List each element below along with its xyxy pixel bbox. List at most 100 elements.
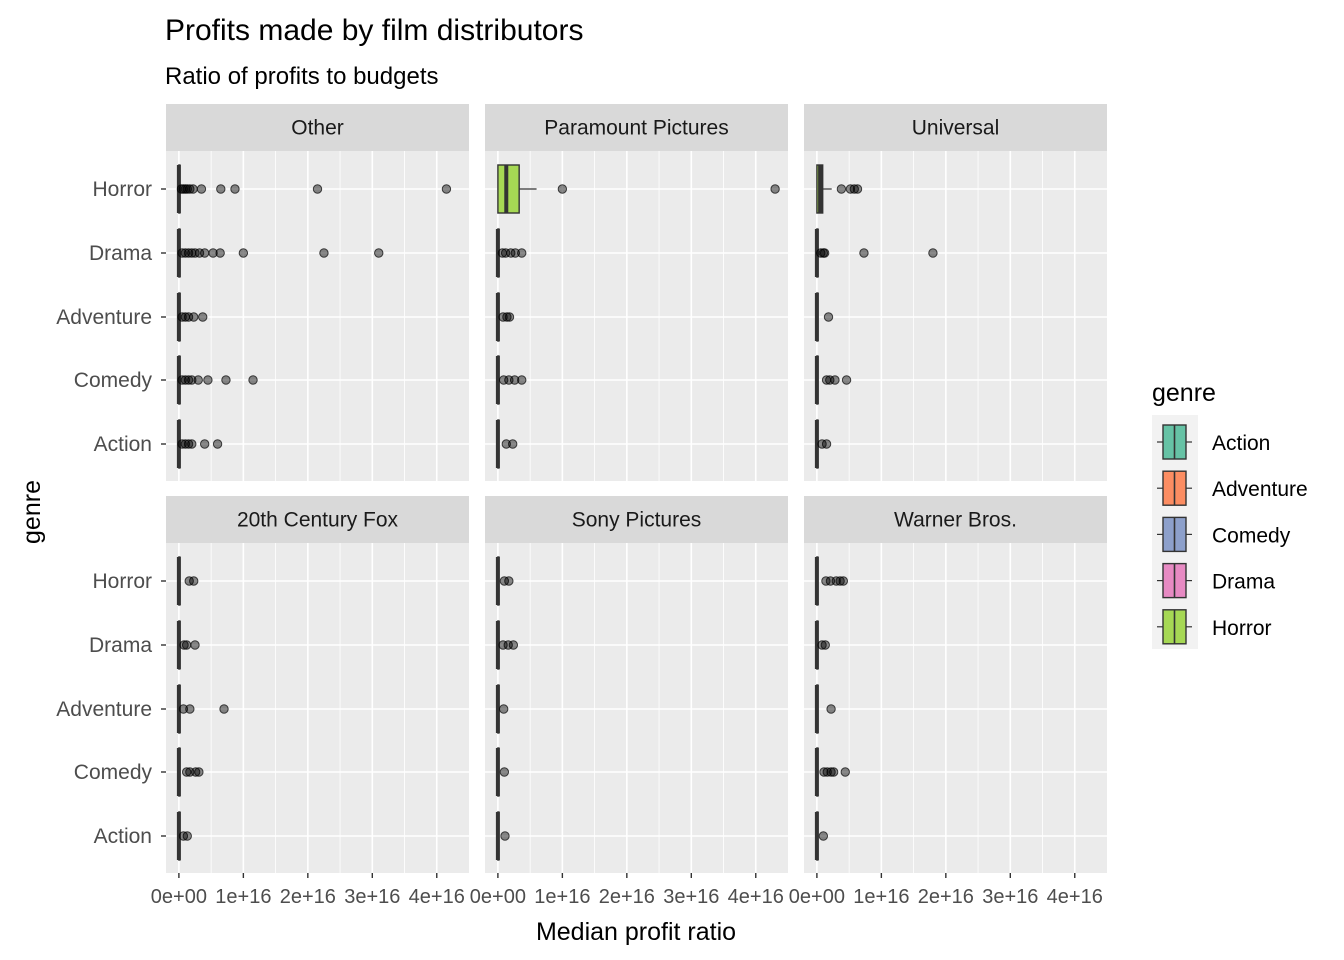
outlier-point <box>187 439 197 449</box>
outlier-point <box>180 375 191 385</box>
outlier-point <box>188 184 198 194</box>
legend-item-comedy: Comedy <box>1157 516 1291 553</box>
y-tick-label-adventure: Adventure <box>56 698 152 721</box>
boxplot-action <box>495 811 510 861</box>
boxplot-adventure <box>814 684 836 734</box>
chart-title: Profits made by film distributors <box>165 14 583 47</box>
boxplot-action <box>814 419 832 469</box>
facet-label-universal: Universal <box>912 117 1000 140</box>
outlier-point <box>199 248 210 258</box>
x-tick-label: 3e+16 <box>982 886 1038 908</box>
outlier-point <box>248 375 258 385</box>
outlier-point <box>499 767 510 777</box>
legend: genre Action Adventure Comedy Drama Horror <box>1152 379 1308 649</box>
x-tick-label: 2e+16 <box>918 886 974 908</box>
outlier-point <box>183 248 194 258</box>
x-tick-label: 1e+16 <box>215 886 271 908</box>
panel-background <box>804 151 1107 481</box>
boxplot-horror <box>176 556 199 606</box>
x-tick-label: 2e+16 <box>599 886 655 908</box>
boxplot-drama <box>495 620 519 670</box>
y-axis-title: genre <box>18 480 46 544</box>
facet-strip-20th-century-fox <box>166 496 469 543</box>
panel-background <box>485 151 788 481</box>
outlier-point <box>193 375 203 385</box>
facet-label-other: Other <box>291 117 344 140</box>
outlier-point <box>498 375 509 385</box>
x-tick-label: 4e+16 <box>728 886 784 908</box>
outlier-point <box>835 576 845 586</box>
panel-sony-pictures: Sony Pictures 0e+00 1e+16 2e+16 3e+16 4e+16 <box>470 496 788 908</box>
facet-label-warner-bros: Warner Bros. <box>894 509 1017 532</box>
outlier-point <box>190 767 201 777</box>
outlier-point <box>840 767 850 777</box>
outlier-point <box>504 576 514 586</box>
facet-label-paramount-pictures: Paramount Pictures <box>544 117 728 140</box>
outlier-point <box>374 248 384 258</box>
outlier-point <box>181 767 192 777</box>
outlier-point <box>508 439 518 449</box>
outlier-point <box>817 640 827 650</box>
boxplot-comedy <box>176 747 204 797</box>
boxplot-action <box>176 419 223 469</box>
y-tick-label-action: Action <box>94 433 152 456</box>
legend-label-adventure: Adventure <box>1212 478 1308 501</box>
outlier-point <box>501 439 511 449</box>
outlier-point <box>557 184 568 194</box>
outlier-point <box>498 704 509 714</box>
x-tick-label: 0e+00 <box>151 886 207 908</box>
outlier-point <box>238 248 249 258</box>
outlier-point <box>823 312 834 322</box>
outlier-point <box>928 248 938 258</box>
y-tick-label-horror: Horror <box>92 570 152 593</box>
outlier-point <box>830 375 840 385</box>
legend-item-adventure: Adventure <box>1157 470 1308 506</box>
panel-warner-bros: Warner Bros. 0e+00 1e+16 2e+16 3e+16 4e+16 <box>789 496 1107 908</box>
panel-background <box>485 543 788 873</box>
boxplot-action <box>814 811 829 861</box>
outlier-point <box>212 439 223 449</box>
legend-item-action: Action <box>1157 424 1270 460</box>
outlier-point <box>198 312 208 322</box>
outlier-point <box>504 312 515 322</box>
outlier-point <box>208 248 218 258</box>
outlier-point <box>185 184 195 194</box>
x-tick-label: 1e+16 <box>534 886 590 908</box>
outlier-point <box>852 184 863 194</box>
outlier-point <box>183 439 194 449</box>
boxplot-horror <box>495 556 514 606</box>
y-tick-label-horror: Horror <box>92 178 152 201</box>
x-tick-label: 1e+16 <box>853 886 909 908</box>
outlier-point <box>509 375 520 385</box>
boxplot-comedy <box>495 747 510 797</box>
boxplot-comedy <box>495 355 527 405</box>
outlier-point <box>194 248 205 258</box>
outlier-point <box>826 767 836 777</box>
outlier-point <box>820 640 830 650</box>
boxplot-comedy <box>814 355 852 405</box>
panel-background <box>166 543 469 873</box>
y-tick-label-adventure: Adventure <box>56 306 152 329</box>
outlier-point <box>503 640 513 650</box>
outlier-point <box>185 704 195 714</box>
y-tick-label-drama: Drama <box>89 242 152 265</box>
x-tick-label: 0e+00 <box>470 886 526 908</box>
panel-paramount-pictures: Paramount Pictures <box>485 104 788 481</box>
outlier-point <box>828 767 839 777</box>
boxplot-comedy <box>176 355 258 405</box>
panel-background <box>804 543 1107 873</box>
outlier-point <box>819 248 830 258</box>
outlier-point <box>177 312 187 322</box>
facet-strip-sony-pictures <box>485 496 788 543</box>
outlier-point <box>319 248 329 258</box>
legend-item-horror: Horror <box>1157 609 1272 645</box>
outlier-point <box>825 375 835 385</box>
outlier-point <box>177 375 187 385</box>
outlier-point <box>183 312 194 322</box>
outlier-point <box>819 767 829 777</box>
boxplot-drama <box>814 228 938 278</box>
outlier-point <box>219 704 229 714</box>
panel-other: Other Horror Drama Adventure Comedy Action <box>56 104 469 481</box>
boxplot-action <box>176 811 192 861</box>
